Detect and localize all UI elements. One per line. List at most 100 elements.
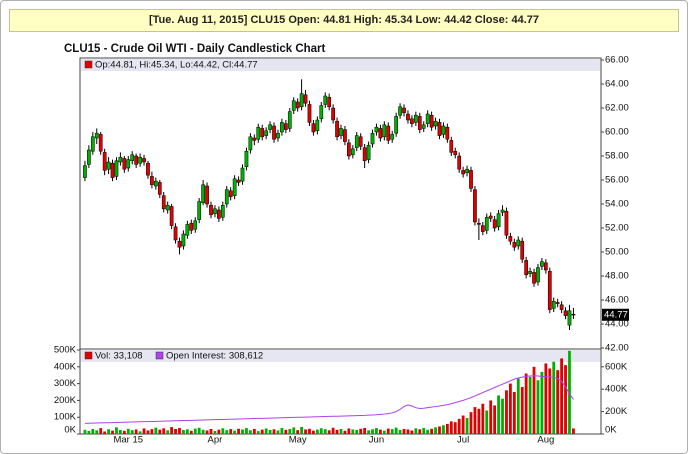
candle-body: [394, 116, 399, 134]
volume-tick-label: 300K: [54, 378, 77, 389]
volume-bar: [375, 428, 378, 434]
oi-legend: Open Interest: 308,612: [166, 351, 263, 362]
open-interest-line: [84, 375, 574, 424]
candle-body: [559, 304, 564, 310]
candle-body: [201, 184, 205, 204]
candle-body: [421, 124, 426, 129]
candle-body: [461, 170, 465, 175]
candle-body: [311, 123, 316, 133]
volume-bar: [276, 430, 280, 434]
volume-bar: [296, 430, 300, 434]
volume-bar: [209, 428, 213, 434]
x-tick-label: Jun: [369, 435, 384, 446]
candle-body: [437, 122, 442, 136]
candle-body: [197, 201, 202, 220]
candle-body: [425, 113, 430, 124]
volume-bar: [111, 430, 114, 434]
candle-body: [276, 132, 280, 139]
price-panel: [79, 57, 602, 350]
x-tick-label: Jul: [457, 435, 469, 446]
volume-bar: [118, 429, 122, 434]
y-tick-label: 44.00: [605, 319, 629, 330]
volume-bar: [532, 366, 536, 434]
candle-body: [532, 272, 536, 284]
candle-body: [83, 165, 87, 178]
candle-body: [153, 180, 158, 187]
volume-tick-label: 100K: [54, 412, 77, 423]
candle-body: [185, 224, 190, 236]
candle-body: [315, 119, 320, 132]
volume-bar: [442, 425, 445, 434]
volume-bar: [505, 390, 508, 434]
candle-body: [248, 136, 253, 151]
y2-tick-label: 600K: [605, 361, 628, 372]
volume-bar: [319, 428, 323, 434]
candle-body: [161, 195, 166, 210]
volume-bar: [331, 427, 335, 434]
volume-bar: [304, 429, 307, 434]
volume-bar: [189, 430, 193, 434]
candle-body: [484, 216, 489, 231]
y-tick-label: 54.00: [605, 199, 629, 210]
volume-bar: [414, 428, 418, 434]
volume-bar: [540, 371, 544, 434]
candle-body: [232, 178, 237, 196]
price-legend-band: [81, 59, 600, 71]
candle-body: [287, 111, 292, 129]
volume-bar: [497, 395, 500, 434]
volume-bar: [300, 426, 304, 434]
volume-bar: [248, 430, 252, 434]
candle-body: [366, 144, 371, 160]
candle-body: [335, 120, 339, 138]
candle-body: [189, 222, 194, 231]
y-tick-label: 42.00: [605, 343, 629, 354]
candle-body: [181, 233, 186, 247]
volume-bar: [382, 430, 386, 434]
volume-bar: [390, 429, 394, 434]
volume-bar: [568, 350, 571, 434]
volume-bar: [252, 428, 256, 434]
volume-bar: [107, 429, 110, 434]
candle-body: [106, 161, 111, 170]
candle-body: [213, 208, 217, 214]
volume-bar: [453, 422, 457, 434]
candle-body: [378, 128, 383, 139]
candle-body: [331, 107, 335, 121]
candle-body: [138, 156, 142, 164]
candle-body: [413, 114, 418, 123]
candle-body: [540, 261, 544, 267]
volume-bar: [449, 421, 453, 434]
y-tick-label: 52.00: [605, 223, 629, 234]
x-tick-label: Apr: [208, 435, 223, 446]
candle-body: [224, 189, 229, 205]
volume-bar: [422, 427, 426, 434]
volume-bar: [528, 376, 532, 434]
legend-swatch: [84, 60, 93, 69]
candle-body: [496, 213, 501, 228]
y-tick-label: 64.00: [605, 79, 629, 90]
candle-body: [130, 154, 135, 162]
candle-body: [398, 106, 402, 116]
volume-bar: [430, 428, 434, 434]
volume-bar: [182, 429, 185, 434]
volume-bar: [130, 430, 134, 434]
volume-bar: [386, 428, 390, 434]
volume-bar: [489, 400, 493, 434]
candle-body: [508, 236, 513, 242]
candle-body: [173, 226, 178, 241]
candle-body: [118, 156, 123, 163]
x-tick-label: Mar 15: [113, 435, 143, 446]
volume-bar: [516, 378, 520, 434]
volume-bar: [260, 429, 264, 434]
volume-bar: [241, 429, 244, 434]
candle-body: [244, 150, 249, 168]
candle-body: [449, 140, 454, 153]
x-tick-label: May: [289, 435, 307, 446]
volume-bar: [312, 430, 315, 434]
price-legend: Op:44.81, Hi:45.34, Lo:44.42, Cl:44.77: [95, 60, 258, 71]
candle-body: [390, 134, 395, 140]
candle-body: [303, 94, 308, 104]
volume-bar: [508, 383, 512, 434]
candle-body: [157, 182, 162, 195]
candle-body: [563, 310, 568, 316]
